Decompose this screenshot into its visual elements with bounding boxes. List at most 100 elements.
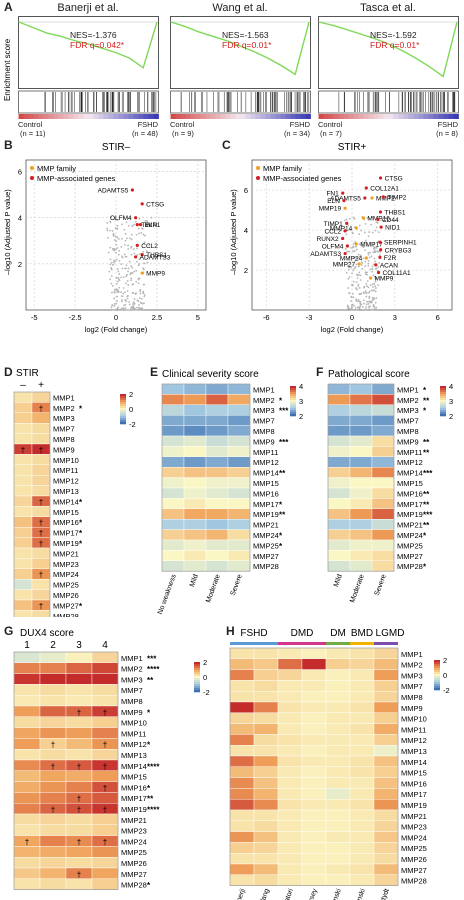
volcano-gene-point: [347, 224, 350, 227]
heatmap-row-label: MMP8: [397, 427, 419, 436]
volcano-gene-point: [135, 269, 138, 272]
volcano-labeled-point: [140, 202, 144, 206]
heatmap-cell: [277, 647, 303, 660]
heatmap-legend-step: [194, 676, 200, 679]
heatmap-significance: ***: [423, 469, 433, 478]
volcano-title: STIR+: [338, 142, 367, 153]
volcano-gene-point: [349, 229, 352, 231]
heatmap-cell: [371, 529, 395, 541]
heatmap-cell: [253, 658, 279, 670]
heatmap-col-label: Dorsey: [305, 887, 319, 900]
heatmap-cell: [31, 433, 51, 445]
heatmap-row-label: MMP17: [121, 794, 147, 803]
heatmap-cell: [229, 809, 255, 822]
heatmap-cell: [325, 809, 351, 822]
volcano-gene-point: [124, 307, 127, 309]
volcano-gene-point: [117, 270, 120, 273]
heatmap-cell: [227, 394, 251, 406]
heatmap-frame: [13, 651, 119, 890]
heatmap-legend-step: [194, 672, 200, 675]
volcano-gene-point: [346, 304, 349, 307]
volcano-gene-label: CCL2: [141, 243, 158, 250]
heatmap-dagger-marker: †: [103, 762, 107, 771]
volcano-xtick: -3: [306, 313, 313, 322]
volcano-gene-point: [140, 231, 143, 234]
heatmap-dagger-marker: †: [39, 446, 43, 455]
volcano-gene-point: [356, 277, 359, 279]
heatmap-cell: [371, 560, 395, 572]
volcano-gene-point: [131, 272, 134, 274]
volcano-gene-point: [375, 297, 378, 299]
volcano-gene-point: [131, 225, 134, 227]
heatmap-cell: [91, 878, 119, 890]
heatmap-cell: [205, 466, 229, 478]
volcano-gene-point: [361, 241, 364, 244]
heatmap-cell: [373, 658, 399, 670]
volcano-gene-point: [364, 239, 367, 242]
volcano-gene-point: [110, 282, 113, 285]
volcano-gene-point: [109, 258, 112, 261]
heatmap-row-label: MMP3: [401, 671, 423, 680]
heatmap-cell: [277, 734, 303, 746]
gsea-fshd-label: FSHD: [289, 120, 310, 129]
heatmap-dagger-marker: †: [39, 529, 43, 538]
volcano-xlabel: log2 (Fold change): [321, 325, 384, 334]
heatmap-row-label: MMP7: [397, 417, 419, 426]
volcano-gene-point: [143, 241, 146, 244]
heatmap-cell: [349, 852, 375, 865]
volcano-plot-stir-minus: STIR– -5 -2.5 0 2.5 5 2 4 6 log2 (Fold change) –lo…: [3, 142, 207, 334]
heatmap-cell: [13, 402, 33, 414]
volcano-gene-point: [120, 246, 123, 248]
heatmap-cell: [349, 755, 375, 768]
heatmap-cell: [227, 487, 251, 499]
heatmap-cell: [227, 466, 251, 478]
heatmap-cell: [65, 673, 93, 685]
volcano-gene-point: [358, 300, 361, 303]
volcano-gene-point: [352, 216, 355, 219]
heatmap-legend-label: -2: [203, 688, 210, 697]
heatmap-significance: **: [423, 521, 430, 530]
heatmap-cell: [373, 863, 399, 876]
heatmap-cell: [277, 755, 303, 768]
heatmap-cell: [65, 856, 93, 869]
heatmap-row-label: MMP14: [121, 762, 147, 771]
heatmap-cell: [229, 669, 255, 681]
heatmap-cell: [205, 394, 229, 406]
volcano-labeled-point: [140, 271, 144, 275]
volcano-gene-point: [373, 305, 375, 308]
heatmap-cell: [253, 831, 279, 843]
volcano-gene-point: [374, 301, 377, 304]
volcano-gene-point: [114, 260, 117, 263]
volcano-gene-point: [353, 218, 356, 220]
volcano-xtick: -2.5: [69, 313, 82, 322]
heatmap-cell: [349, 658, 375, 670]
volcano-plot-stir-plus: STIR+ -6 -3 0 3 6 2 4 6 log2 (Fold change) –log10 …: [229, 142, 453, 334]
heatmap-legend-step: [434, 678, 440, 681]
heatmap-legend-step: [194, 688, 200, 691]
heatmap-row-label: MMP21: [401, 812, 427, 821]
heatmap-significance: *: [279, 396, 283, 405]
heatmap-col-label: 2: [50, 640, 56, 651]
heatmap-cell: [253, 647, 279, 660]
heatmap-cell: [13, 464, 33, 476]
volcano-gene-point: [115, 243, 118, 246]
gsea-enrichment-curve: [18, 21, 158, 69]
volcano-gene-point: [128, 300, 131, 303]
heatmap-cell: [65, 727, 93, 739]
heatmap-cell: [13, 485, 33, 497]
heatmap-legend-label: 2: [449, 412, 453, 421]
heatmap-row-label: MMP24: [397, 531, 423, 540]
volcano-gene-point: [121, 295, 124, 298]
volcano-gene-point: [127, 248, 130, 250]
volcano-gene-label: CD44: [382, 217, 399, 224]
heatmap-cell: [205, 508, 229, 520]
volcano-labeled-point: [379, 225, 383, 229]
heatmap-significance: ***: [279, 438, 289, 447]
volcano-gene-point: [126, 290, 129, 292]
gsea-rank-gradient-step: [118, 114, 124, 119]
volcano-gene-point: [362, 299, 365, 302]
volcano-labeled-point: [343, 229, 347, 233]
heatmap-cell: [327, 498, 351, 509]
volcano-gene-point: [366, 271, 369, 274]
